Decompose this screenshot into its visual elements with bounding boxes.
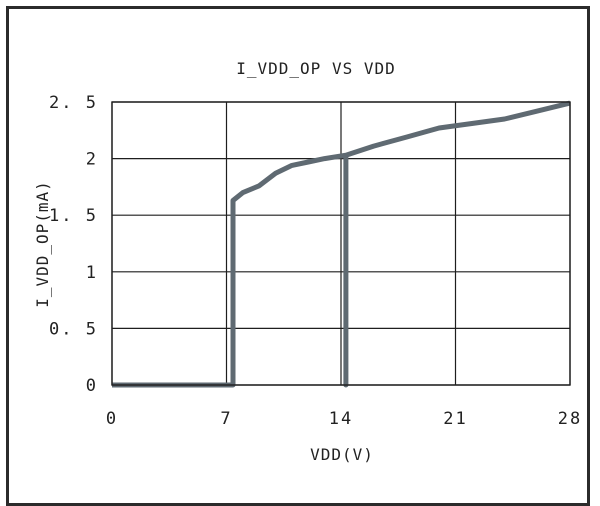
- y-tick-label: 0. 5: [49, 319, 98, 339]
- chart-frame: [6, 6, 590, 506]
- y-tick-label: 1. 5: [49, 206, 98, 226]
- series-layer: [112, 100, 571, 388]
- x-tick-label: 21: [443, 409, 467, 429]
- plot-border: [111, 101, 571, 386]
- x-tick-label: 14: [329, 409, 353, 429]
- grid: [111, 101, 571, 386]
- chart-title: I_VDD_OP VS VDD: [236, 59, 396, 78]
- y-axis-label: I_VDD_OP(mA): [33, 180, 52, 308]
- y-tick-label: 1: [86, 263, 98, 283]
- x-axis-label: VDD(V): [310, 445, 374, 464]
- series-line-0: [112, 100, 571, 388]
- y-tick-label: 2: [86, 150, 98, 170]
- y-tick-label: 2. 5: [49, 93, 98, 113]
- x-tick-label: 0: [106, 409, 118, 429]
- y-tick-label: 0: [86, 376, 98, 396]
- line-chart: I_VDD_OP VS VDD 00. 511. 522. 50 7 14 21 28 …: [33, 59, 582, 464]
- x-tick-label: 7: [220, 409, 232, 429]
- x-tick-label: 28: [558, 409, 582, 429]
- axes: 0 0. 5 1 1. 5 2 2. 5 0 7 14 21 28: [49, 93, 582, 429]
